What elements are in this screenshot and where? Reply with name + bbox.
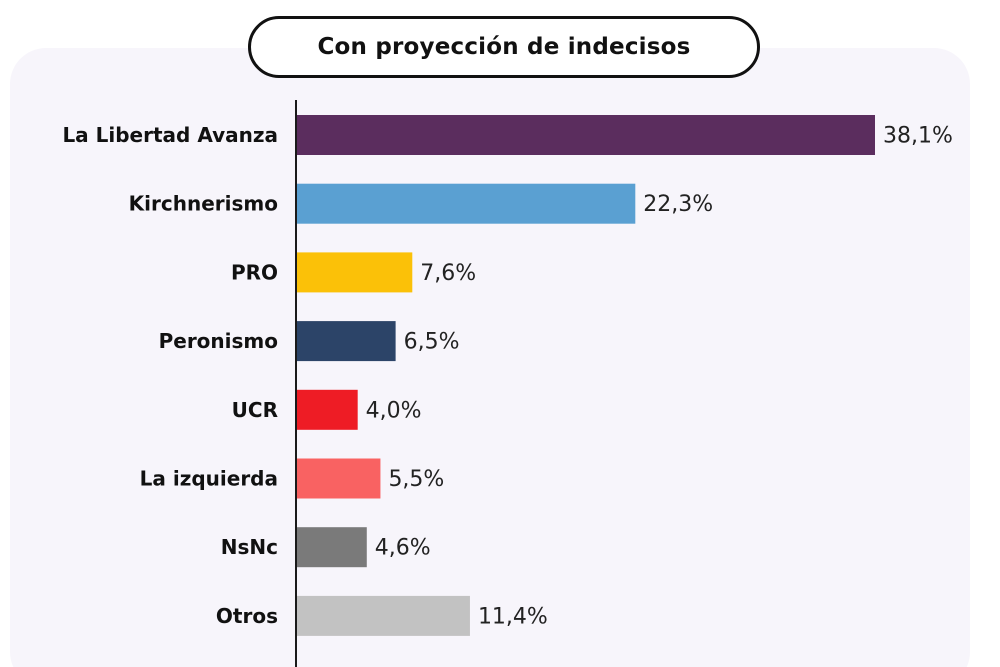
chart-title: Con proyección de indecisos bbox=[317, 34, 691, 60]
category-label-la-libertad-avanza: La Libertad Avanza bbox=[62, 123, 278, 147]
bar-pro bbox=[297, 252, 413, 293]
value-label-kirchnerismo: 22,3% bbox=[643, 192, 713, 217]
value-label-ucr: 4,0% bbox=[366, 398, 422, 423]
bar-nsnc bbox=[297, 527, 367, 568]
value-label-peronismo: 6,5% bbox=[404, 330, 460, 355]
chart-title-pill: Con proyección de indecisos bbox=[248, 16, 760, 78]
value-label-nsnc: 4,6% bbox=[375, 536, 431, 561]
category-label-la-izquierda: La izquierda bbox=[140, 467, 278, 491]
value-label-la-libertad-avanza: 38,1% bbox=[883, 124, 953, 149]
bars-group: La Libertad Avanza 38,1% Kirchnerismo 22,3%… bbox=[62, 115, 953, 636]
bar-la-libertad-avanza bbox=[297, 115, 875, 155]
category-label-pro: PRO bbox=[231, 260, 278, 284]
value-label-otros: 11,4% bbox=[478, 604, 548, 629]
bar-peronismo bbox=[297, 321, 396, 362]
category-label-otros: Otros bbox=[216, 604, 278, 628]
value-label-pro: 7,6% bbox=[420, 261, 476, 286]
category-label-ucr: UCR bbox=[232, 398, 278, 422]
bar-kirchnerismo bbox=[297, 183, 636, 224]
category-label-nsnc: NsNc bbox=[221, 535, 278, 559]
category-label-peronismo: Peronismo bbox=[159, 329, 278, 353]
category-label-kirchnerismo: Kirchnerismo bbox=[129, 192, 278, 216]
bar-la-izquierda bbox=[297, 458, 381, 499]
value-label-la-izquierda: 5,5% bbox=[388, 467, 444, 492]
bar-otros bbox=[297, 595, 470, 636]
bar-ucr bbox=[297, 389, 358, 430]
